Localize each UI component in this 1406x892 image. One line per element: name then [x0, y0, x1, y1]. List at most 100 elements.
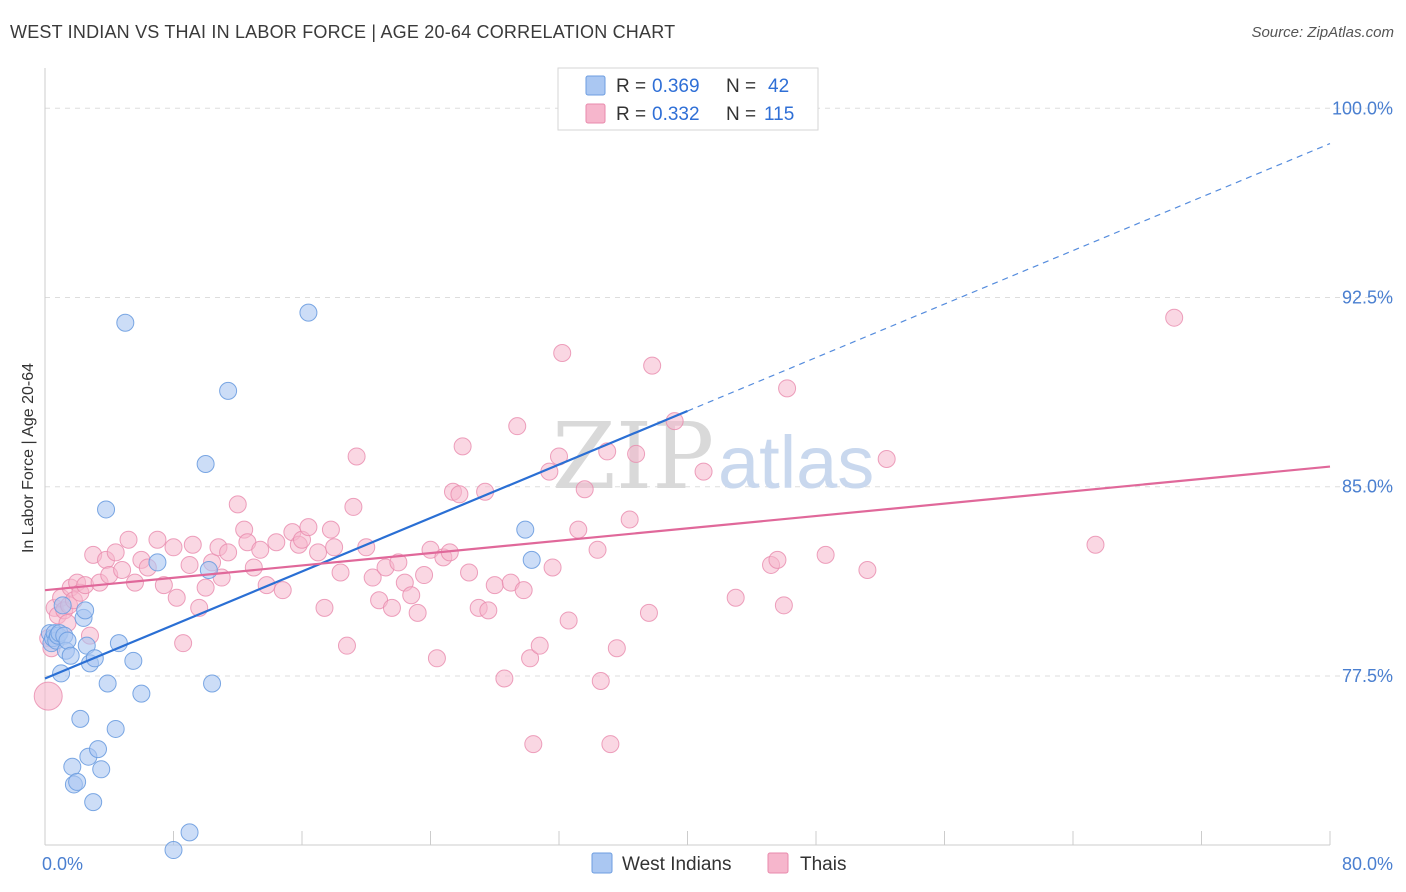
- west-indians-point-33: [149, 554, 166, 571]
- thais-point-109: [817, 546, 834, 563]
- thais-point-56: [348, 448, 365, 465]
- thais-point-30: [184, 536, 201, 553]
- west-indians-point-13: [64, 758, 81, 775]
- west-indians-point-34: [165, 842, 182, 859]
- thais-point-24: [149, 531, 166, 548]
- y-tick-label-2: 85.0%: [1342, 477, 1393, 497]
- thais-point-43: [268, 534, 285, 551]
- thais-point-91: [570, 521, 587, 538]
- thais-point-64: [403, 587, 420, 604]
- legend-r-value-thais: 0.332: [652, 104, 700, 125]
- thais-point-19: [114, 561, 131, 578]
- thais-point-26: [165, 539, 182, 556]
- west-indians-point-26: [98, 501, 115, 518]
- thais-point-110: [859, 561, 876, 578]
- trend-lines: [45, 144, 1330, 679]
- thais-point-55: [345, 498, 362, 515]
- west-indians-point-32: [133, 685, 150, 702]
- legend-r-label-thais: R =: [616, 104, 646, 125]
- thais-point-98: [621, 511, 638, 528]
- west-indians-point-22: [85, 794, 102, 811]
- thais-point-99: [628, 445, 645, 462]
- west-indians-point-25: [93, 761, 110, 778]
- y-tick-label-3: 77.5%: [1342, 666, 1393, 686]
- west-indians-point-40: [300, 304, 317, 321]
- thais-point-50: [316, 599, 333, 616]
- x-tick-label-1: 80.0%: [1342, 854, 1393, 874]
- west-indians-point-41: [517, 521, 534, 538]
- thais-point-68: [428, 650, 445, 667]
- series-west-indians-points: [41, 304, 540, 858]
- thais-point-112: [1087, 536, 1104, 553]
- thais-point-51: [322, 521, 339, 538]
- west-indians-point-12: [62, 647, 79, 664]
- thais-point-93: [589, 541, 606, 558]
- west-indians-point-35: [181, 824, 198, 841]
- thais-point-28: [175, 635, 192, 652]
- thais-point-106: [769, 551, 786, 568]
- thais-point-79: [496, 670, 513, 687]
- series-legend: West Indians Thais: [592, 853, 846, 875]
- west-indians-point-39: [220, 382, 237, 399]
- thais-point-77: [480, 602, 497, 619]
- thais-point-97: [608, 640, 625, 657]
- legend-swatch-west-indians: [586, 76, 605, 95]
- thais-point-cluster: [34, 682, 62, 710]
- thais-point-40: [245, 559, 262, 576]
- west-indians-point-18: [77, 602, 94, 619]
- y-axis-label: In Labor Force | Age 20-64: [20, 363, 37, 553]
- thais-point-85: [531, 637, 548, 654]
- thais-point-37: [229, 496, 246, 513]
- thais-point-36: [220, 544, 237, 561]
- west-indians-point-11: [59, 632, 76, 649]
- legend-r-value-west-indians: 0.369: [652, 76, 700, 97]
- west-indians-point-8: [54, 597, 71, 614]
- x-tick-label-0: 0.0%: [42, 854, 83, 874]
- y-tick-labels: 100.0%92.5%85.0%77.5%: [1332, 98, 1393, 686]
- thais-point-41: [252, 541, 269, 558]
- thais-point-74: [461, 564, 478, 581]
- thais-point-100: [640, 604, 657, 621]
- thais-point-27: [168, 589, 185, 606]
- bottom-legend-label-west-indians: West Indians: [622, 854, 731, 875]
- thais-point-108: [779, 380, 796, 397]
- thais-point-102: [666, 413, 683, 430]
- west-indians-point-30: [117, 314, 134, 331]
- thais-point-94: [592, 673, 609, 690]
- west-indians-point-24: [90, 741, 107, 758]
- thais-point-113: [1166, 309, 1183, 326]
- thais-point-52: [326, 539, 343, 556]
- west-indians-point-15: [69, 773, 86, 790]
- thais-point-89: [554, 345, 571, 362]
- thais-point-20: [120, 531, 137, 548]
- bottom-legend-swatch-west-indians: [592, 853, 612, 873]
- thais-point-104: [727, 589, 744, 606]
- scatter-chart: ZIP atlas 100.0%92.5%85.0%77.5% 0.0% 80.0…: [0, 0, 1406, 892]
- thais-point-44: [274, 582, 291, 599]
- thais-point-111: [878, 450, 895, 467]
- thais-point-48: [300, 519, 317, 536]
- thais-point-87: [544, 559, 561, 576]
- thais-point-32: [197, 579, 214, 596]
- legend-swatch-thais: [586, 104, 605, 123]
- thais-point-53: [332, 564, 349, 581]
- thais-point-107: [775, 597, 792, 614]
- legend-n-value-west-indians: 42: [768, 76, 789, 97]
- thais-point-73: [454, 438, 471, 455]
- thais-point-96: [602, 736, 619, 753]
- thais-point-49: [310, 544, 327, 561]
- west-indians-point-16: [72, 710, 89, 727]
- thais-point-65: [409, 604, 426, 621]
- legend-r-label-west-indians: R =: [616, 76, 646, 97]
- west-indians-point-38: [204, 675, 221, 692]
- legend-n-label-thais: N =: [726, 104, 756, 125]
- west-indians-point-31: [125, 652, 142, 669]
- bottom-legend-swatch-thais: [768, 853, 788, 873]
- west-indians-point-27: [99, 675, 116, 692]
- watermark-atlas: atlas: [718, 421, 874, 504]
- thais-point-29: [181, 556, 198, 573]
- bottom-legend-label-thais: Thais: [800, 854, 846, 875]
- thais-point-84: [525, 736, 542, 753]
- gridlines: [45, 108, 1392, 676]
- thais-point-101: [644, 357, 661, 374]
